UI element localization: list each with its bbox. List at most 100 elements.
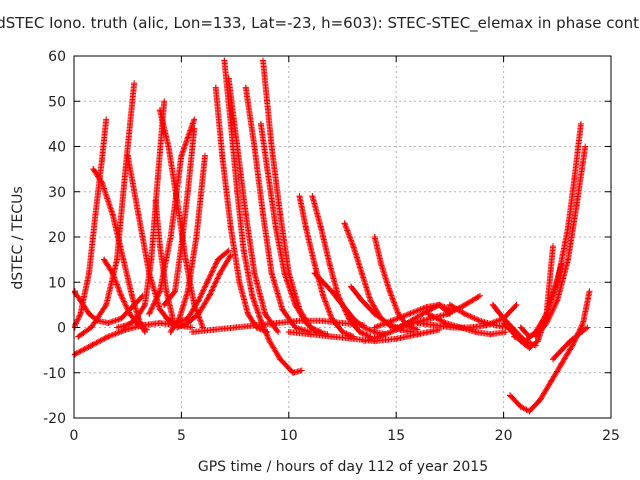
data-point-marker: [161, 98, 168, 105]
data-point-marker: [281, 270, 288, 277]
data-point-marker: [178, 243, 185, 250]
data-point-marker: [126, 310, 133, 317]
x-axis-ticks: 0 5 10 15 20 25: [70, 56, 620, 444]
data-point-marker: [543, 320, 550, 326]
data-series: [124, 152, 174, 326]
data-point-marker: [307, 331, 314, 338]
data-point-marker: [577, 120, 584, 127]
data-point-marker: [167, 329, 174, 335]
data-point-marker: [184, 188, 191, 195]
data-point-marker: [509, 329, 516, 335]
data-point-marker: [225, 247, 232, 254]
data-point-marker: [234, 188, 241, 195]
data-point-marker: [547, 378, 554, 385]
data-points: [72, 57, 593, 415]
data-series: [393, 292, 483, 331]
data-point-marker: [477, 292, 483, 299]
data-point-marker: [318, 224, 324, 231]
x-tick-label: 15: [387, 428, 405, 444]
data-point-marker: [156, 288, 163, 295]
data-point-marker: [328, 333, 335, 340]
data-point-marker: [195, 310, 202, 317]
data-point-marker: [86, 310, 92, 317]
data-point-marker: [517, 403, 524, 410]
data-point-marker: [584, 324, 591, 331]
data-series: [511, 120, 584, 345]
data-point-marker: [178, 152, 185, 159]
y-tick-label: 30: [48, 185, 66, 201]
data-point-marker: [144, 326, 150, 333]
data-point-marker: [105, 333, 112, 340]
data-point-marker: [414, 320, 421, 326]
data-point-marker: [120, 256, 127, 263]
data-point-marker: [406, 310, 413, 317]
data-point-marker: [573, 202, 580, 209]
x-tick-label: 0: [70, 428, 79, 444]
data-series: [296, 193, 357, 340]
data-point-marker: [88, 342, 95, 349]
data-point-marker: [88, 324, 95, 331]
data-point-marker: [296, 193, 303, 200]
data-series: [152, 197, 176, 322]
data-point-marker: [249, 292, 256, 299]
data-point-marker: [156, 107, 163, 114]
data-point-marker: [72, 288, 78, 295]
data-point-marker: [214, 256, 221, 263]
data-point-marker: [461, 310, 468, 317]
data-point-marker: [350, 243, 357, 250]
data-point-marker: [328, 288, 335, 295]
data-point-marker: [212, 84, 219, 91]
data-point-marker: [582, 143, 589, 150]
data-series: [189, 317, 367, 335]
data-point-marker: [318, 317, 324, 324]
data-point-marker: [425, 310, 432, 317]
x-tick-label: 10: [280, 428, 298, 444]
data-point-marker: [161, 301, 168, 308]
data-point-marker: [114, 256, 120, 263]
data-point-marker: [575, 331, 582, 338]
data-point-marker: [260, 57, 266, 64]
data-point-marker: [395, 310, 402, 317]
data-point-marker: [517, 324, 524, 331]
data-point-marker: [126, 320, 133, 327]
data-point-marker: [163, 288, 170, 295]
data-point-marker: [388, 317, 395, 324]
data-point-marker: [146, 310, 153, 317]
data-point-marker: [242, 211, 249, 218]
data-point-marker: [277, 211, 284, 218]
data-point-marker: [98, 179, 105, 186]
data-point-marker: [292, 324, 299, 331]
data-point-marker: [477, 317, 483, 324]
data-point-marker: [195, 297, 202, 304]
data-series: [425, 310, 509, 338]
data-point-marker: [221, 57, 228, 64]
data-point-marker: [567, 338, 574, 345]
data-point-marker: [264, 166, 271, 173]
data-point-marker: [279, 306, 286, 313]
data-point-marker: [320, 279, 327, 286]
data-point-marker: [386, 288, 393, 295]
data-point-marker: [320, 292, 327, 299]
x-tick-label: 20: [495, 428, 513, 444]
data-point-marker: [457, 324, 464, 331]
data-series: [161, 125, 198, 308]
data-point-marker: [118, 292, 125, 299]
data-point-marker: [90, 166, 97, 173]
data-point-marker: [444, 310, 451, 317]
data-point-marker: [257, 120, 264, 127]
data-point-marker: [105, 320, 112, 326]
data-point-marker: [341, 220, 348, 227]
data-point-marker: [537, 396, 544, 403]
data-point-marker: [135, 211, 142, 218]
data-point-marker: [309, 193, 316, 200]
y-tick-label: 20: [48, 230, 66, 246]
data-point-marker: [358, 297, 365, 304]
data-point-marker: [442, 320, 449, 326]
data-point-marker: [92, 211, 99, 218]
data-point-marker: [109, 211, 116, 218]
data-point-marker: [348, 283, 355, 290]
data-point-marker: [356, 329, 363, 335]
y-tick-label: 0: [57, 321, 66, 337]
data-point-marker: [535, 338, 541, 345]
